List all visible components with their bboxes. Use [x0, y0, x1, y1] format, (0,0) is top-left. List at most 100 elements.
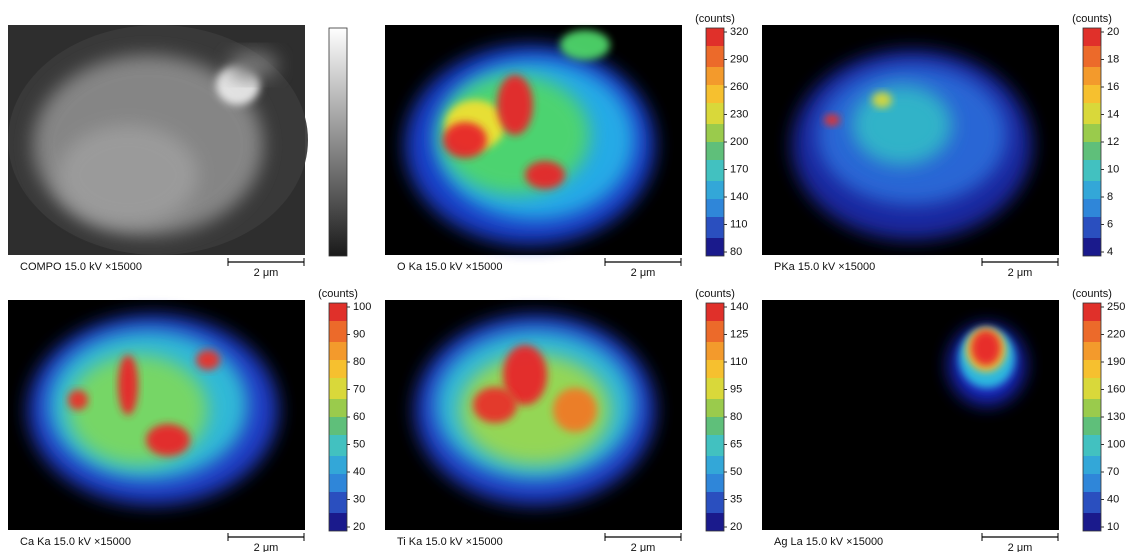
colorbar-tick-label: 8 [1107, 191, 1113, 203]
colorbar-tick-label: 100 [353, 301, 371, 313]
map-region [118, 355, 138, 415]
caption: Ag La 15.0 kV ×15000 [774, 536, 883, 548]
map-region [68, 390, 88, 410]
panel: Ti Ka 15.0 kV ×15000 2 μm (counts) 20 35 50 65… [385, 288, 748, 552]
caption: Ti Ka 15.0 kV ×15000 [397, 536, 503, 548]
map-region [553, 388, 597, 432]
panel: PKa 15.0 kV ×15000 2 μm (counts) 4 6 8 10 12 14 1… [762, 13, 1119, 279]
colorbar-tick-label: 130 [1107, 411, 1125, 423]
colorbar-tick-label: 80 [730, 246, 742, 258]
map-image [28, 315, 278, 505]
colorbar-tick-label: 14 [1107, 108, 1119, 120]
colorbar-tick-label: 70 [353, 383, 365, 395]
caption: PKa 15.0 kV ×15000 [774, 261, 875, 273]
colorbar-tick-label: 250 [1107, 301, 1125, 313]
colorbar [705, 27, 725, 257]
map-background [762, 300, 1059, 530]
colorbar-tick-label: 290 [730, 53, 748, 65]
colorbar-tick-label: 80 [730, 411, 742, 423]
colorbar-tick-label: 140 [730, 301, 748, 313]
colorbar-tick-label: 200 [730, 136, 748, 148]
colorbar-tick-label: 20 [730, 521, 742, 533]
colorbar-tick-label: 40 [353, 466, 365, 478]
colorbar-tick-label: 140 [730, 191, 748, 203]
colorbar [1082, 302, 1102, 532]
colorbar [328, 27, 348, 257]
colorbar-tick-label: 50 [353, 438, 365, 450]
colorbar-tick-label: 110 [730, 356, 748, 368]
map-region [525, 161, 565, 189]
map-region [68, 355, 208, 465]
colorbar-tick-label: 190 [1107, 356, 1125, 368]
map-image [949, 325, 1025, 405]
map-region [443, 122, 487, 158]
colorbar-tick-label: 70 [1107, 466, 1119, 478]
caption: Ca Ka 15.0 kV ×15000 [20, 536, 131, 548]
map-region [503, 345, 547, 405]
colorbar-tick-label: 170 [730, 163, 748, 175]
colorbar-tick-label: 35 [730, 493, 742, 505]
colorbar-tick-label: 320 [730, 26, 748, 38]
panel: Ag La 15.0 kV ×15000 2 μm (counts) 10 40 70 10… [762, 288, 1125, 552]
scale-label: 2 μm [254, 542, 279, 552]
map-image [415, 315, 655, 505]
colorbar [1082, 27, 1102, 257]
map-region [228, 51, 278, 79]
colorbar-tick-label: 100 [1107, 438, 1125, 450]
colorbar-tick-label: 20 [1107, 26, 1119, 38]
scale-label: 2 μm [631, 267, 656, 279]
colorbar-tick-label: 18 [1107, 53, 1119, 65]
map-region [196, 350, 220, 370]
colorbar [705, 302, 725, 532]
map-region [971, 330, 1001, 366]
map-region [58, 125, 198, 225]
panel: O Ka 15.0 kV ×15000 2 μm (counts) 80 110 140 1… [385, 13, 748, 279]
colorbar-unit: (counts) [695, 13, 735, 25]
scale-label: 2 μm [254, 267, 279, 279]
colorbar-tick-label: 80 [353, 356, 365, 368]
colorbar-tick-label: 95 [730, 383, 742, 395]
colorbar-unit: (counts) [695, 288, 735, 300]
colorbar-tick-label: 230 [730, 108, 748, 120]
colorbar-tick-label: 90 [353, 328, 365, 340]
colorbar-tick-label: 10 [1107, 521, 1119, 533]
colorbar-tick-label: 30 [353, 493, 365, 505]
colorbar [328, 302, 348, 532]
colorbar-tick-label: 60 [353, 411, 365, 423]
map-region [872, 92, 892, 108]
map-region [146, 424, 190, 456]
colorbar-unit: (counts) [318, 288, 358, 300]
colorbar-tick-label: 10 [1107, 163, 1119, 175]
map-image [405, 30, 655, 245]
map-region [497, 75, 533, 135]
panel: Ca Ka 15.0 kV ×15000 2 μm (counts) 20 30 40 50… [8, 288, 371, 552]
map-region [560, 30, 610, 60]
colorbar-unit: (counts) [1072, 288, 1112, 300]
colorbar-tick-label: 12 [1107, 136, 1119, 148]
colorbar-tick-label: 110 [730, 218, 748, 230]
map-image [792, 50, 1032, 240]
colorbar-tick-label: 40 [1107, 493, 1119, 505]
colorbar-unit: (counts) [1072, 13, 1112, 25]
colorbar-tick-label: 220 [1107, 328, 1125, 340]
scale-label: 2 μm [1008, 542, 1033, 552]
caption: COMPO 15.0 kV ×15000 [20, 261, 142, 273]
map-region [460, 355, 610, 465]
map-image [8, 25, 308, 255]
map-region [824, 114, 840, 126]
colorbar-tick-label: 4 [1107, 246, 1113, 258]
colorbar-tick-label: 50 [730, 466, 742, 478]
colorbar-tick-label: 6 [1107, 218, 1113, 230]
colorbar-tick-label: 160 [1107, 383, 1125, 395]
colorbar-tick-label: 65 [730, 438, 742, 450]
colorbar-tick-label: 260 [730, 81, 748, 93]
map-region [473, 387, 517, 423]
caption: O Ka 15.0 kV ×15000 [397, 261, 503, 273]
colorbar-tick-label: 16 [1107, 81, 1119, 93]
scale-label: 2 μm [631, 542, 656, 552]
scale-label: 2 μm [1008, 267, 1033, 279]
panel: COMPO 15.0 kV ×15000 2 μm [8, 25, 348, 279]
colorbar-tick-label: 20 [353, 521, 365, 533]
